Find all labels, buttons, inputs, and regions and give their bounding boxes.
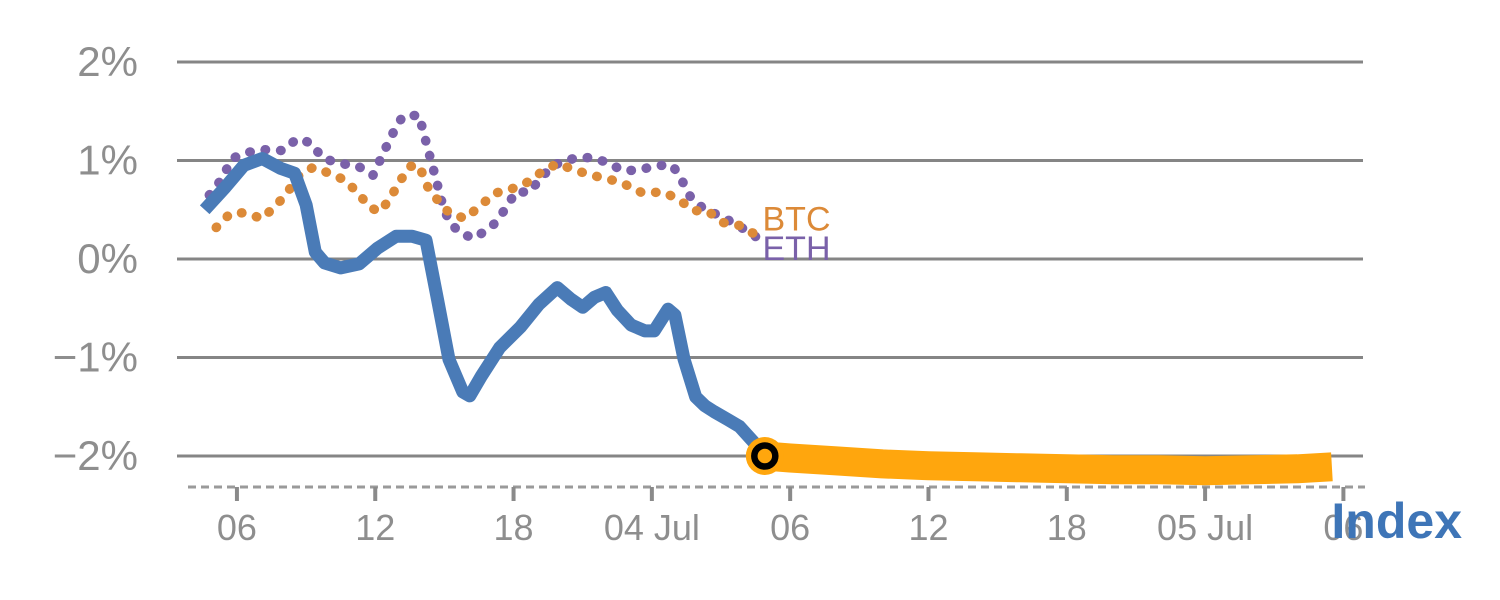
y-axis-tick-label: 1% — [77, 137, 138, 184]
index-forecast-line — [763, 441, 1333, 486]
forecast-start-marker-ring — [751, 442, 779, 470]
x-axis-tick-label: 18 — [494, 507, 534, 548]
series-label-btc: BTC — [763, 200, 831, 238]
eth-line — [204, 110, 763, 244]
btc-line — [211, 158, 768, 242]
x-axis-tick-label: 04 Jul — [604, 507, 700, 548]
y-axis-tick-label: 0% — [77, 235, 138, 282]
x-axis-tick-label: 06 — [217, 507, 257, 548]
x-axis-tick-label: 12 — [355, 507, 395, 548]
index-axis-label: Index — [1331, 493, 1462, 549]
x-axis-tick-label: 05 Jul — [1157, 507, 1253, 548]
x-axis-tick-label: 06 — [770, 507, 810, 548]
series-label-eth: ETH — [763, 230, 831, 268]
y-axis-tick-label: −2% — [53, 432, 138, 479]
x-axis-tick-label: 06 — [1323, 507, 1363, 548]
index-line — [199, 152, 770, 460]
x-axis-tick-label: 18 — [1047, 507, 1087, 548]
x-axis-tick-label: 12 — [908, 507, 948, 548]
y-axis-tick-label: −1% — [53, 334, 138, 381]
y-axis-tick-label: 2% — [77, 38, 138, 85]
